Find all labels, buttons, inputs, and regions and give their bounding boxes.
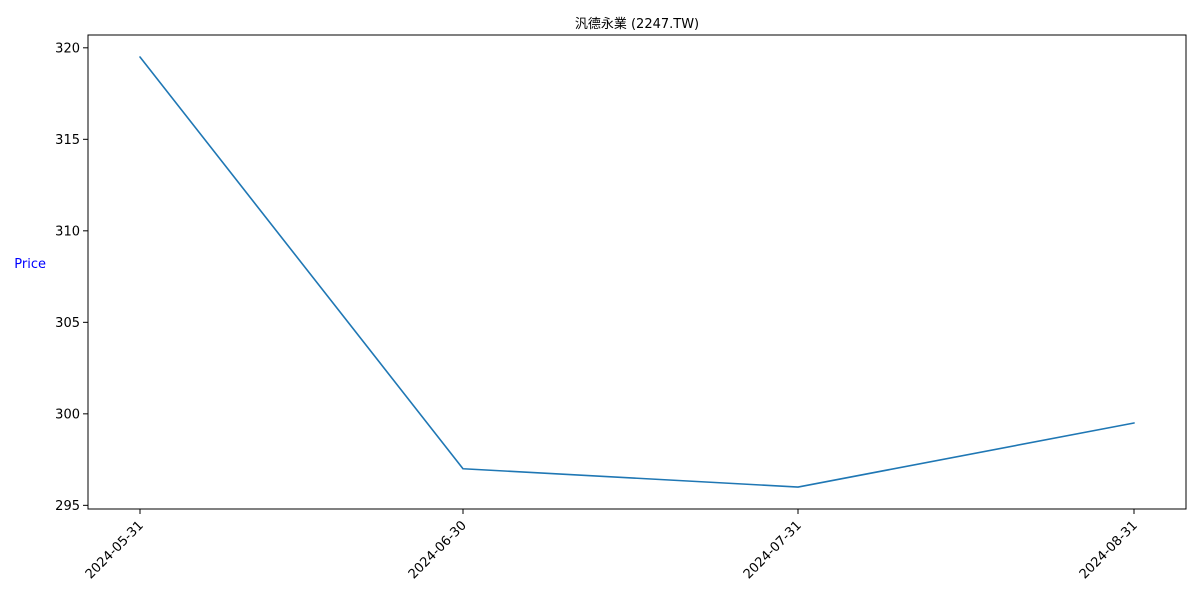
- x-tick-label: 2024-06-30: [406, 518, 470, 582]
- y-axis-label: Price: [14, 257, 46, 272]
- plot-area-frame: [87, 34, 1187, 510]
- y-tick-label: 315: [55, 133, 80, 148]
- y-tick-label: 305: [55, 316, 80, 331]
- y-axis-ticks: 295 300 305 310 315 320: [55, 41, 88, 514]
- price-series-line: [139, 56, 1135, 488]
- y-tick-label: 320: [55, 41, 80, 56]
- y-tick-label: 310: [55, 224, 80, 239]
- y-tick-label: 295: [55, 499, 80, 514]
- x-tick-label: 2024-05-31: [83, 518, 147, 582]
- series-layer: [139, 56, 1135, 488]
- x-axis-ticks: 2024-05-31 2024-06-30 2024-07-31 2024-08-31: [83, 509, 1141, 582]
- y-tick-label: 300: [55, 407, 80, 422]
- x-tick-label: 2024-07-31: [741, 518, 805, 582]
- chart-title: 汎德永業 (2247.TW): [575, 16, 699, 32]
- x-tick-label: 2024-08-31: [1077, 518, 1141, 582]
